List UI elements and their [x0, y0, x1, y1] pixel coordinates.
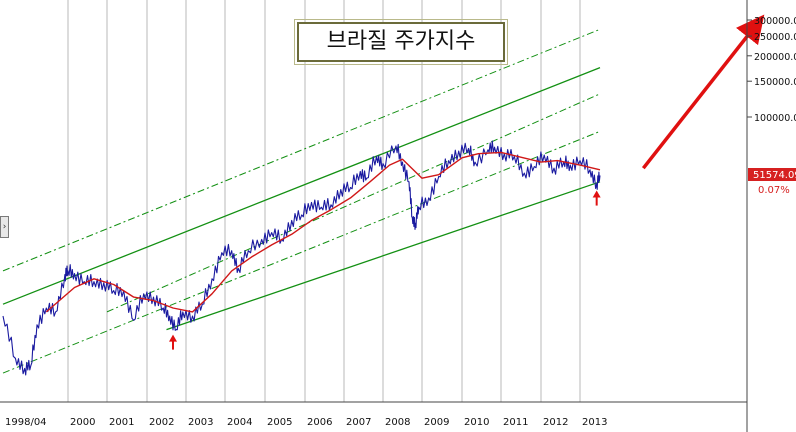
x-tick-labels: 1998/04 2000 2001 2002 2003 2004 2005 2006 2007 2… [5, 417, 607, 428]
y-tick-label: 100000.00 [754, 113, 796, 124]
x-tick-label: 2000 [70, 417, 95, 428]
trend-line-4 [2, 66, 601, 305]
y-tick-labels: 300000.00 250000.00 200000.00 150000.00 1000… [747, 16, 796, 124]
x-tick-label: 2001 [109, 417, 134, 428]
x-tick-label: 2011 [503, 417, 528, 428]
low-marker-arrow-1 [169, 334, 177, 342]
trend-line-5 [2, 28, 601, 272]
annotation-layer [169, 14, 765, 350]
last-value-badge [748, 168, 796, 181]
index-line [2, 140, 601, 376]
trend-line-2 [166, 181, 601, 331]
x-tick-label: 2004 [227, 417, 252, 428]
x-tick-label: 2008 [385, 417, 410, 428]
y-tick-label: 150000.00 [754, 77, 796, 88]
trend-channel [2, 28, 601, 374]
series-layer [2, 140, 601, 376]
last-value-label: 51574.09 [753, 170, 796, 181]
plot-background [0, 0, 747, 432]
change-label: 0.07% [758, 185, 790, 196]
x-tick-label: 2012 [543, 417, 568, 428]
x-tick-label: 2009 [424, 417, 449, 428]
x-tick-label: 2002 [149, 417, 174, 428]
x-tick-label: 2006 [307, 417, 332, 428]
y-tick-label: 200000.00 [754, 52, 796, 63]
x-tick-label: 2013 [582, 417, 607, 428]
moving-average-line [45, 151, 601, 313]
y-tick-label: 300000.00 [754, 16, 796, 27]
x-tick-label: 2007 [346, 417, 371, 428]
trend-line-1 [2, 130, 601, 374]
x-tick-label: 1998/04 [5, 417, 47, 428]
chart-title: 브라질 주가지수 [294, 19, 508, 65]
x-tick-label: 2005 [267, 417, 292, 428]
x-tick-label: 2003 [188, 417, 213, 428]
target-arrow [641, 14, 765, 170]
low-marker-arrow-2 [592, 190, 601, 198]
x-tick-label: 2010 [464, 417, 489, 428]
y-tick-label: 250000.00 [754, 32, 796, 43]
side-panel-toggle[interactable]: › [0, 216, 9, 238]
